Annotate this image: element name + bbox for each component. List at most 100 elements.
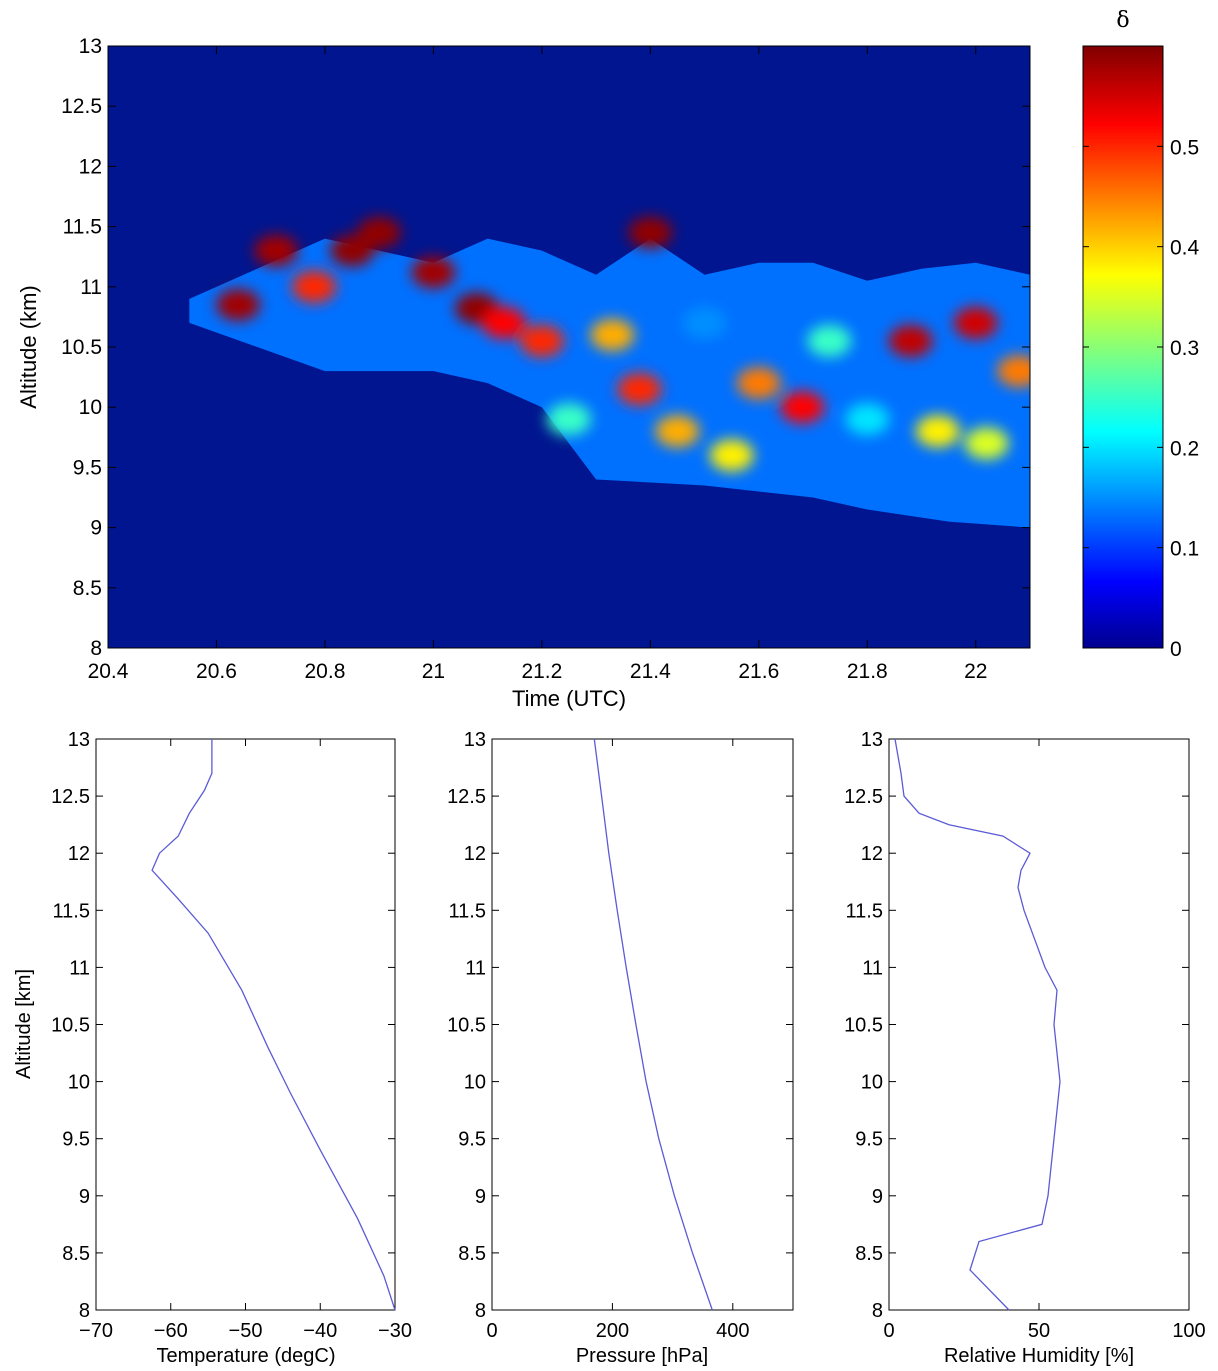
pressure-ticks: 0 200 400 8 8.5 9 9.5 10 10.5 11 11.5 12 12.5 13: [447, 729, 793, 1342]
profile-x-tick-label: 0: [883, 1320, 894, 1342]
profile-y-tick-label: 12.5: [844, 786, 883, 808]
profile-x-tick-label: 100: [1172, 1320, 1205, 1342]
profile-y-tick-label: 11: [69, 957, 90, 979]
heatmap-x-tick-label: 20.8: [305, 660, 346, 683]
heatmap-y-label: Altitude (km): [16, 285, 41, 408]
heatmap-cell: [780, 391, 825, 424]
profile-y-tick-label: 13: [464, 729, 486, 751]
heatmap-cell: [216, 288, 261, 321]
humidity-frame: [888, 738, 1190, 1311]
profile-y-tick-label: 10: [861, 1072, 883, 1094]
profile-y-tick-label: 11: [465, 957, 486, 979]
profile-y-tick-label: 11.5: [449, 900, 486, 922]
heatmap-y-tick-label: 12: [79, 155, 102, 178]
colorbar-tick-label: 0.2: [1170, 437, 1199, 460]
heatmap-cell: [411, 256, 456, 289]
profile-x-tick-label: 400: [716, 1320, 749, 1342]
heatmap-y-tick-label: 12.5: [61, 95, 102, 118]
heatmap-cell: [655, 415, 700, 448]
humidity-panel: 0 50 100 8 8.5 9 9.5 10 10.5 11 11.5 12 12.5 13 Relat…: [844, 729, 1206, 1367]
heatmap-cell: [997, 355, 1030, 388]
heatmap-y-tick-label: 11: [80, 276, 102, 299]
profile-x-tick-label: 0: [486, 1320, 497, 1342]
colorbar: 0 0.1 0.2 0.3 0.4 0.5 δ: [1082, 8, 1200, 661]
heatmap-cell: [519, 324, 564, 357]
humidity-x-label: Relative Humidity [%]: [944, 1345, 1134, 1367]
colorbar-tick-label: 0: [1170, 638, 1182, 661]
profile-y-tick-label: 12: [464, 843, 486, 865]
heatmap-cell: [617, 373, 662, 406]
profile-y-tick-label: 12.5: [447, 786, 486, 808]
profile-y-tick-label: 9: [79, 1186, 90, 1208]
colorbar-tick-label: 0.4: [1170, 237, 1200, 260]
profile-y-tick-label: 9: [475, 1186, 486, 1208]
heatmap-x-tick-label: 20.6: [196, 660, 237, 683]
profile-x-tick-label: −50: [229, 1320, 263, 1342]
heatmap-cell: [547, 403, 591, 436]
profile-y-tick-label: 10.5: [447, 1015, 486, 1037]
temperature-x-label: Temperature (degC): [157, 1345, 336, 1367]
profile-y-tick-label: 9.5: [62, 1129, 90, 1151]
heatmap-cell: [845, 403, 890, 436]
heatmap-y-tick-label: 8.5: [73, 577, 102, 600]
profile-y-tick-label: 8: [872, 1300, 883, 1322]
heatmap-y-tick-label: 13: [79, 35, 102, 58]
humidity-profile-line: [894, 738, 1061, 1311]
temperature-ticks: −70 −60 −50 −40 −30 8 8.5 9 9.5 10 10.5 11 11.5 12 12.…: [51, 729, 412, 1342]
heatmap-cell: [709, 439, 754, 472]
profile-y-tick-label: 12: [861, 843, 883, 865]
heatmap-y-tick-label: 9: [90, 517, 102, 540]
profile-y-tick-label: 8.5: [62, 1243, 90, 1265]
heatmap-x-tick-label: 21.2: [521, 660, 562, 683]
colorbar-gradient: [1082, 45, 1164, 649]
heatmap-x-tick-label: 22: [964, 660, 987, 683]
heatmap-y-tick-label: 9.5: [73, 456, 102, 479]
heatmap-cell: [682, 306, 727, 339]
heatmap-ticks: 20.4 20.6 20.8 21 21.2 21.4 21.6 21.8 22 8 8.5 9 9.5…: [61, 35, 1030, 683]
heatmap-cell: [590, 318, 635, 351]
profile-y-tick-label: 8.5: [855, 1243, 883, 1265]
temperature-profile-line: [151, 739, 396, 1311]
profile-y-tick-label: 13: [68, 729, 90, 751]
heatmap-y-tick-label: 11.5: [63, 216, 102, 239]
heatmap-cell: [481, 306, 526, 339]
profile-y-tick-label: 10: [464, 1072, 486, 1094]
profile-y-tick-label: 8: [475, 1300, 486, 1322]
heatmap-x-tick-label: 21.4: [630, 660, 671, 683]
heatmap-cell: [915, 415, 960, 448]
colorbar-tick-label: 0.3: [1170, 337, 1199, 360]
pressure-frame: [491, 738, 794, 1311]
profile-y-tick-label: 8.5: [458, 1243, 486, 1265]
temperature-frame: [95, 738, 396, 1311]
heatmap-x-tick-label: 20.4: [88, 660, 129, 683]
heatmap-x-tick-label: 21.6: [738, 660, 779, 683]
profile-y-tick-label: 9.5: [855, 1129, 883, 1151]
cloud-envelope: [189, 238, 1030, 528]
profile-y-tick-label: 9.5: [458, 1129, 486, 1151]
profile-y-tick-label: 12: [68, 843, 90, 865]
profile-y-tick-label: 9: [872, 1186, 883, 1208]
profile-x-tick-label: −30: [378, 1320, 412, 1342]
profile-y-tick-label: 10.5: [51, 1015, 90, 1037]
humidity-ticks: 0 50 100 8 8.5 9 9.5 10 10.5 11 11.5 12 12.5 13: [844, 729, 1206, 1342]
colorbar-ticks: 0 0.1 0.2 0.3 0.4 0.5: [1083, 136, 1200, 661]
pressure-panel: 0 200 400 8 8.5 9 9.5 10 10.5 11 11.5 12 12.5 13 Pres…: [447, 729, 794, 1367]
profile-x-tick-label: 50: [1028, 1320, 1050, 1342]
cloud-layer: [189, 216, 1030, 528]
profile-y-tick-label: 10: [68, 1072, 90, 1094]
profile-x-tick-label: −70: [79, 1320, 113, 1342]
profile-x-tick-label: 200: [596, 1320, 629, 1342]
colorbar-tick-label: 0.5: [1170, 136, 1199, 159]
heatmap-cell: [736, 367, 781, 400]
cloud-cells: [216, 216, 1030, 472]
profile-y-tick-label: 11: [862, 957, 883, 979]
heatmap-y-tick-label: 8: [90, 637, 102, 660]
profile-y-tick-label: 13: [861, 729, 883, 751]
colorbar-tick-label: 0.1: [1170, 538, 1199, 561]
heatmap-x-label: Time (UTC): [512, 686, 626, 711]
pressure-x-label: Pressure [hPa]: [576, 1345, 708, 1367]
heatmap-cell: [357, 216, 402, 249]
temperature-panel: −70 −60 −50 −40 −30 8 8.5 9 9.5 10 10.5 11 11.5 12 12.…: [13, 729, 412, 1367]
profile-y-tick-label: 11.5: [846, 900, 883, 922]
